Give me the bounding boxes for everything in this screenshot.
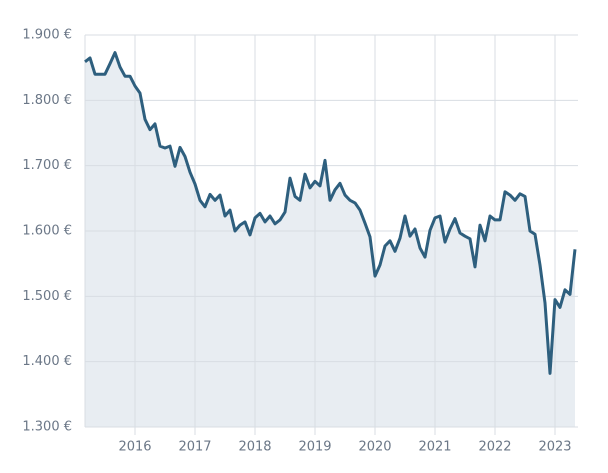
y-tick-label: 1.300 € xyxy=(22,420,72,435)
area xyxy=(85,52,575,427)
x-tick-label: 2016 xyxy=(118,440,151,455)
y-tick-label: 1.800 € xyxy=(22,93,72,108)
x-tick-label: 2019 xyxy=(298,440,331,455)
x-tick-label: 2018 xyxy=(238,440,271,455)
line xyxy=(84,51,577,375)
x-tick-label: 2020 xyxy=(358,440,391,455)
x-tick-label: 2022 xyxy=(478,440,511,455)
y-tick-label: 1.700 € xyxy=(22,158,72,173)
y-tick-label: 1.500 € xyxy=(22,289,72,304)
x-tick-label: 2017 xyxy=(178,440,211,455)
y-tick-label: 1.400 € xyxy=(22,354,72,369)
y-tick-label: 1.600 € xyxy=(22,224,72,239)
x-tick-label: 2023 xyxy=(538,440,571,455)
x-tick-label: 2021 xyxy=(418,440,451,455)
y-tick-label: 1.900 € xyxy=(22,28,72,43)
